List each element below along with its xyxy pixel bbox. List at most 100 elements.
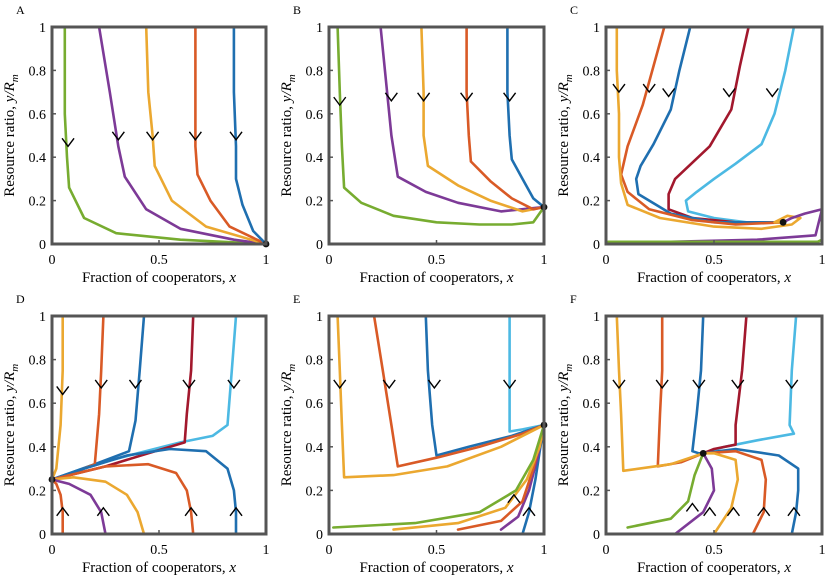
x-tick-label: 1 xyxy=(819,253,826,268)
trajectory-red xyxy=(701,316,748,455)
flow-arrow-down xyxy=(384,92,398,102)
trajectory-yellow xyxy=(52,476,146,534)
trajectory-green xyxy=(336,27,544,226)
y-tick-label: 0.2 xyxy=(306,195,324,210)
x-tick-label: 1 xyxy=(819,543,826,558)
x-axis-label: Fraction of cooperators, x xyxy=(359,560,513,576)
y-tick-label: 0.4 xyxy=(583,151,601,166)
flow-arrow-down xyxy=(655,379,669,390)
panel-e: E 0 0.2 0.4 0.6 0.8 1 0 0.5 1 Fraction of cooperat… xyxy=(279,292,548,576)
series-group xyxy=(52,316,238,534)
y-tick-label: 0 xyxy=(593,238,600,253)
y-tick-label: 0 xyxy=(39,528,46,543)
flow-arrow-down xyxy=(460,92,474,102)
y-tick-label: 0.6 xyxy=(306,108,324,123)
flow-arrow-down xyxy=(56,386,70,396)
flow-arrow-down xyxy=(785,379,799,390)
y-tick-label: 0.2 xyxy=(29,484,47,499)
panel-f: F 0 0.2 0.4 0.6 0.8 1 0 0.5 1 Fraction of cooperat… xyxy=(556,292,826,576)
flow-arrow-up xyxy=(685,502,699,512)
flow-arrow-down xyxy=(612,83,626,94)
flow-arrow-down xyxy=(128,379,143,390)
trajectory-orange xyxy=(372,316,544,468)
flow-arrow-down xyxy=(503,379,517,390)
x-tick-label: 0.5 xyxy=(428,543,446,558)
panel-label: B xyxy=(293,3,301,17)
flow-arrow-down xyxy=(503,92,517,102)
flow-arrow-down xyxy=(642,83,656,94)
y-tick-label: 0.6 xyxy=(29,397,47,412)
trajectory-yellow xyxy=(420,27,544,213)
y-tick-label: 0.6 xyxy=(583,397,601,412)
trajectory-orange xyxy=(194,27,266,244)
trajectory-yellow xyxy=(615,27,802,231)
y-tick-label: 0.8 xyxy=(29,64,47,79)
y-tick-label: 0 xyxy=(316,528,323,543)
trajectory-green xyxy=(63,27,266,244)
trajectory-orange xyxy=(619,27,785,226)
flow-arrow-down xyxy=(333,96,347,107)
y-axis-label: Resource ratio, y/Rm xyxy=(556,364,575,487)
flow-arrow-down xyxy=(722,88,736,98)
y-tick-label: 1 xyxy=(316,310,323,325)
y-tick-label: 0.2 xyxy=(583,484,601,499)
x-tick-label: 0 xyxy=(326,543,333,558)
y-tick-label: 0.4 xyxy=(306,441,324,456)
trajectory-yellow xyxy=(144,27,266,244)
y-tick-label: 0.6 xyxy=(29,108,47,123)
trajectory-blue xyxy=(634,27,785,224)
flow-arrow-down xyxy=(731,379,745,390)
y-tick-label: 0 xyxy=(39,238,46,253)
flow-arrow-down xyxy=(612,379,626,390)
trajectory-yellow xyxy=(336,316,544,479)
trajectory-green xyxy=(606,238,822,244)
panel-label: A xyxy=(16,3,25,17)
flow-arrow-down xyxy=(188,131,202,142)
flow-arrow-down xyxy=(382,379,396,390)
y-tick-label: 0.2 xyxy=(306,484,324,499)
trajectory-orange xyxy=(656,316,705,468)
x-tick-label: 0.5 xyxy=(150,543,168,558)
y-axis-label: Resource ratio, y/Rm xyxy=(279,364,298,487)
trajectory-yellow xyxy=(392,423,544,531)
x-tick-label: 0 xyxy=(603,253,610,268)
trajectory-orange xyxy=(52,478,64,534)
flow-arrow-down xyxy=(61,137,75,148)
flow-arrow-up xyxy=(757,506,771,517)
trajectory-red xyxy=(667,27,785,224)
x-axis-label: Fraction of cooperators, x xyxy=(359,270,513,286)
x-tick-label: 0 xyxy=(49,253,56,268)
x-tick-label: 0 xyxy=(603,543,610,558)
y-tick-label: 0.4 xyxy=(306,151,324,166)
x-tick-label: 0 xyxy=(49,543,56,558)
flow-arrow-down xyxy=(333,379,347,390)
trajectory-blue xyxy=(52,447,238,534)
y-axis-label: Resource ratio, y/Rm xyxy=(279,74,298,197)
trajectory-green xyxy=(626,452,705,529)
axes-frame xyxy=(604,25,824,246)
y-tick-label: 0.4 xyxy=(583,441,601,456)
trajectory-cyan xyxy=(508,316,544,433)
flow-arrow-down xyxy=(94,379,108,390)
flow-arrow-up xyxy=(787,506,801,517)
trajectory-purple xyxy=(52,478,107,534)
y-tick-label: 0.6 xyxy=(583,108,601,123)
y-tick-label: 1 xyxy=(39,21,46,36)
trajectory-yellow xyxy=(701,452,740,534)
flow-arrow-up xyxy=(726,506,740,517)
flow-arrow-down xyxy=(692,379,706,390)
flow-arrow-up xyxy=(229,506,243,517)
trajectory-purple xyxy=(379,27,544,213)
flow-arrow-down xyxy=(417,92,431,102)
y-tick-label: 1 xyxy=(593,310,600,325)
x-tick-label: 0.5 xyxy=(150,253,168,268)
y-tick-label: 1 xyxy=(316,21,323,36)
x-tick-label: 0.5 xyxy=(705,543,723,558)
y-axis-label: Resource ratio, y/Rm xyxy=(2,74,21,197)
series-group xyxy=(606,27,822,244)
trajectory-cyan xyxy=(684,27,796,224)
x-tick-label: 1 xyxy=(263,253,270,268)
trajectory-orange xyxy=(465,27,544,211)
series-group xyxy=(336,27,544,226)
